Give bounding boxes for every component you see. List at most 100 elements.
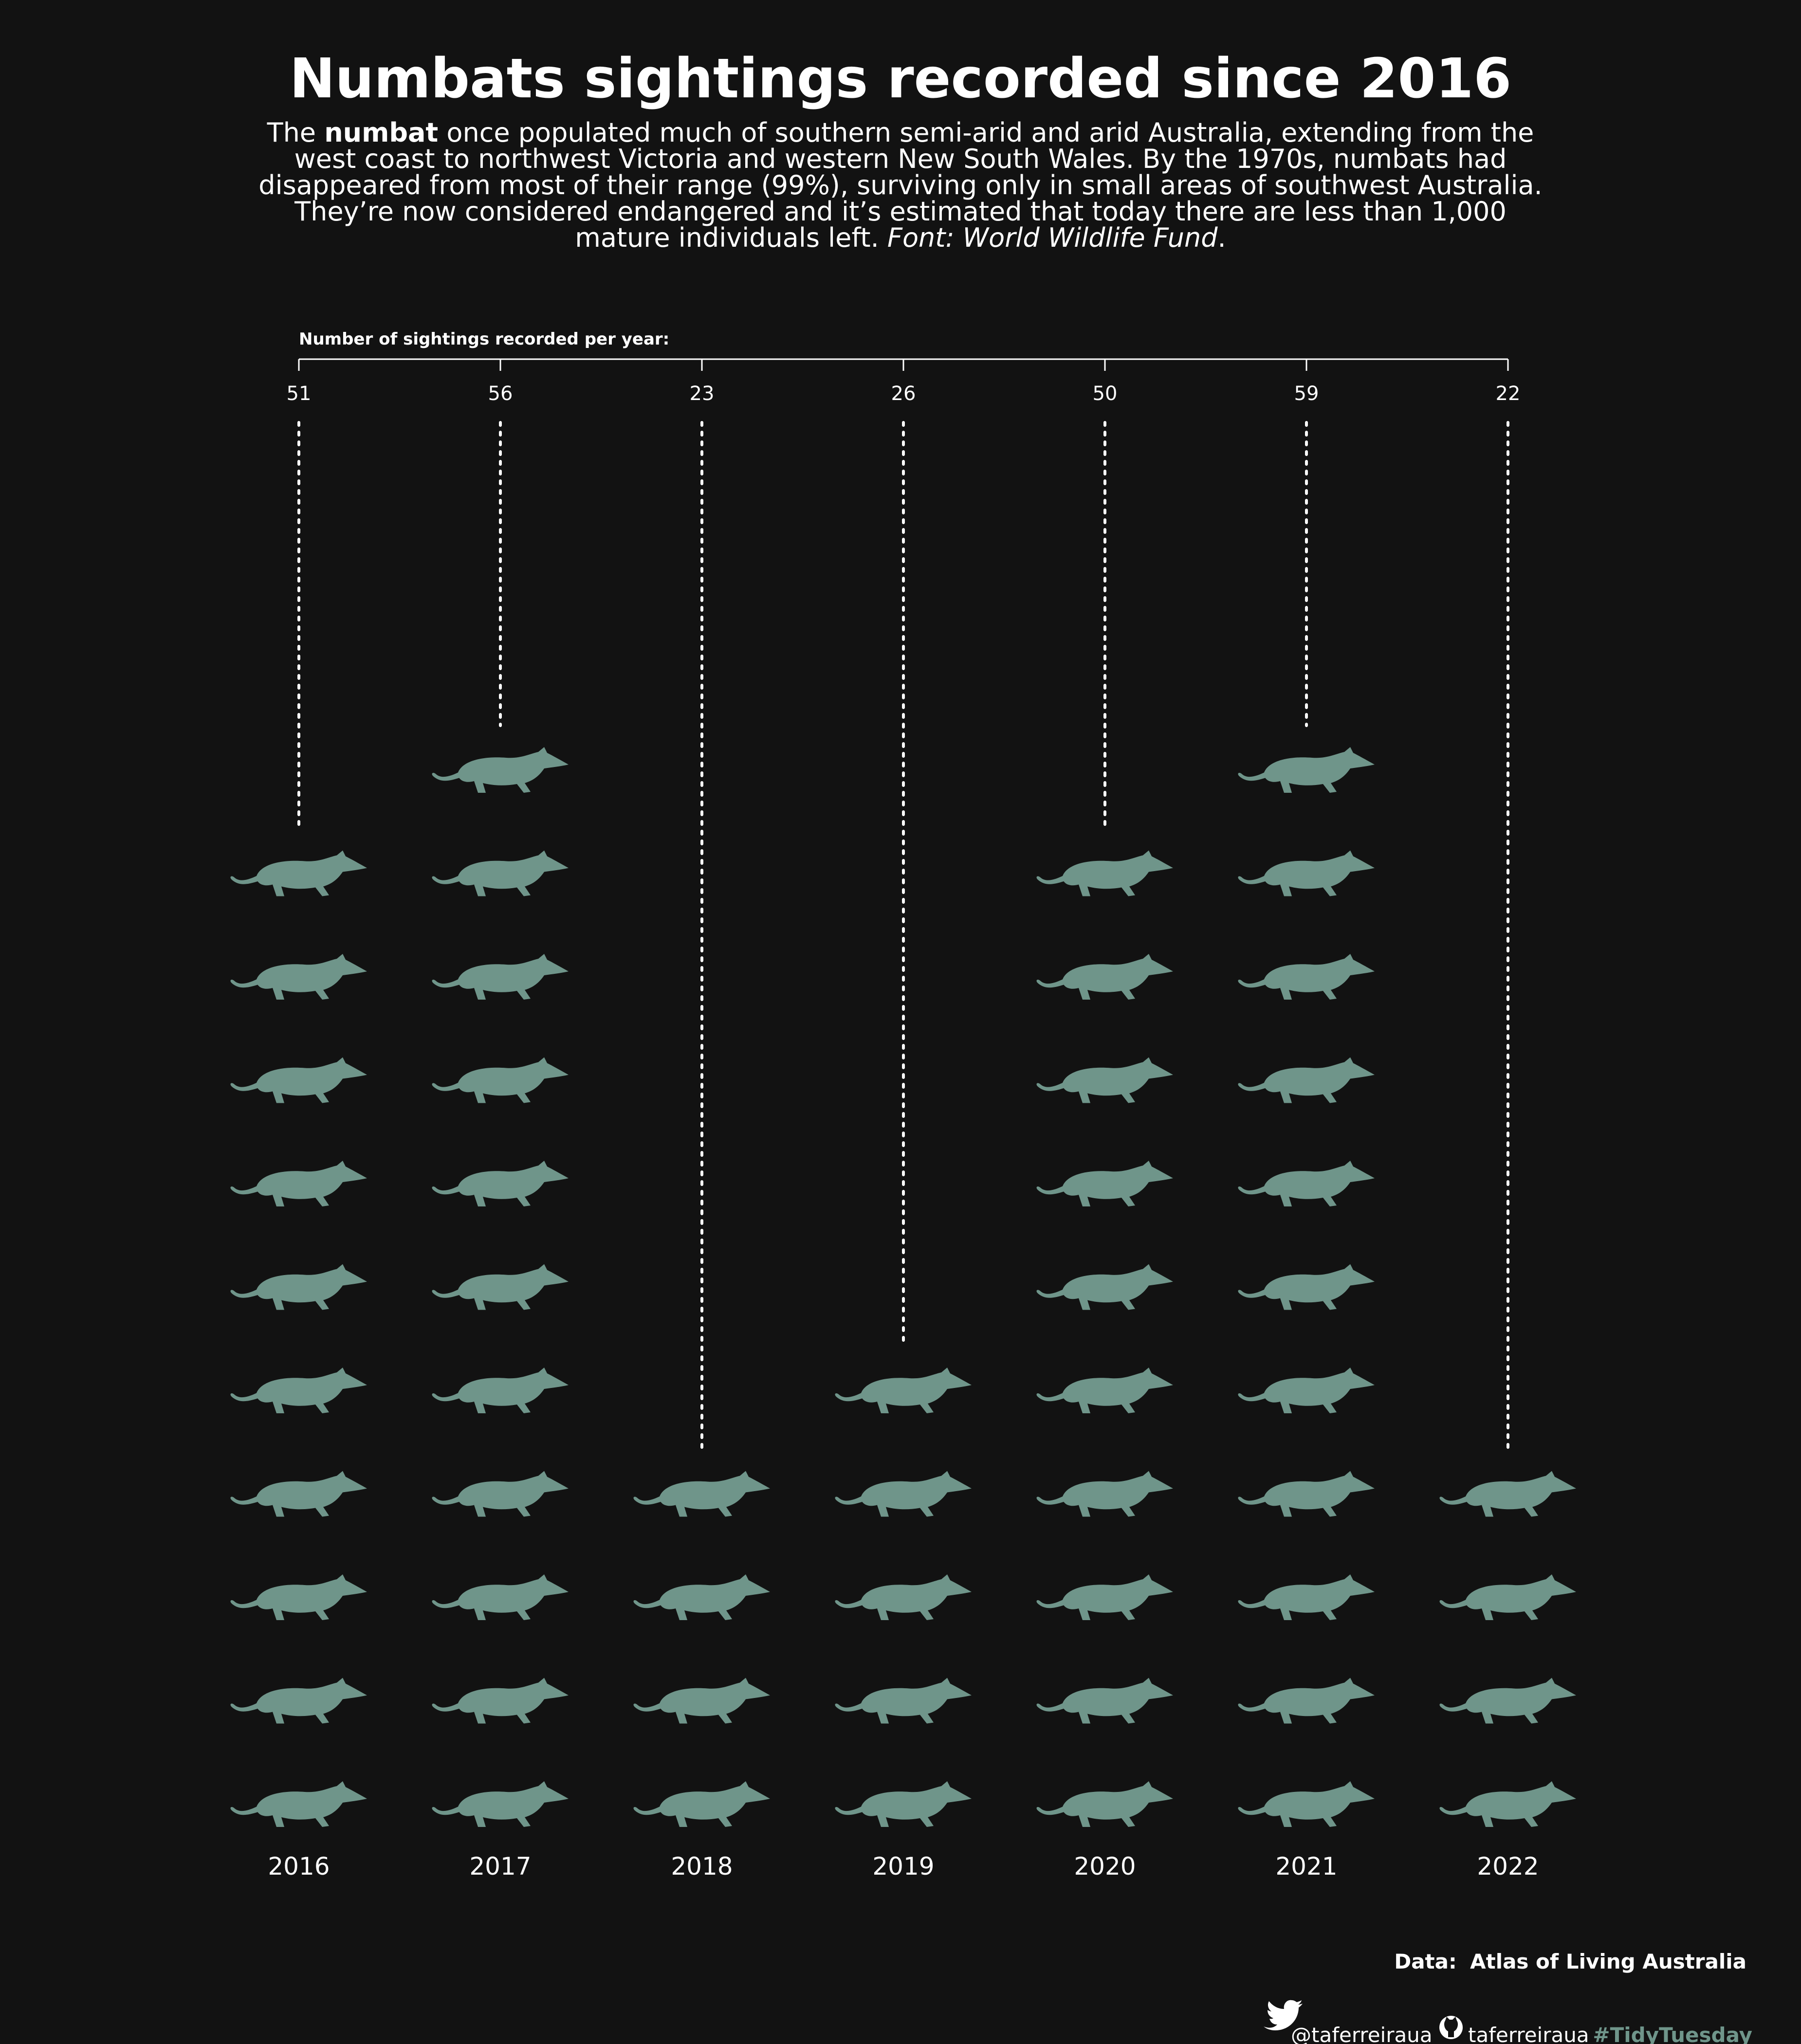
- subtitle-segment: numbat: [324, 117, 438, 148]
- numbat-icon: [835, 1781, 972, 1827]
- github-handle: taferreiraua: [1468, 2023, 1589, 2044]
- numbat-icon: [1036, 1161, 1173, 1206]
- subtitle-line: mature individuals left. Font: World Wil…: [575, 222, 1226, 253]
- subtitle-segment: They’re now considered endangered and it…: [294, 196, 1507, 227]
- subtitle-segment: The: [267, 117, 325, 148]
- pictogram-columns: 51 2016 56 2017 23 2018 26 2019 50 2020 59 2021 22 20…: [230, 359, 1576, 1880]
- numbat-icon: [230, 1264, 367, 1310]
- count-label: 50: [1093, 383, 1118, 405]
- year-label: 2021: [1275, 1852, 1337, 1880]
- numbat-icon: [1036, 1368, 1173, 1413]
- subtitle-line: west coast to northwest Victoria and wes…: [294, 144, 1507, 174]
- year-label: 2019: [872, 1852, 934, 1880]
- numbat-icon: [1036, 954, 1173, 1000]
- numbat-icon: [230, 1574, 367, 1620]
- numbat-icon: [432, 1368, 569, 1413]
- numbat-icon: [1036, 1057, 1173, 1103]
- numbat-icon: [432, 1678, 569, 1724]
- numbat-icon: [432, 1781, 569, 1827]
- subtitle-segment: mature individuals left.: [575, 222, 887, 253]
- subtitle-segment: once populated much of southern semi-ari…: [438, 117, 1534, 148]
- numbat-icon: [432, 1264, 569, 1310]
- data-label: Data:: [1394, 1950, 1456, 1973]
- numbat-icon: [230, 850, 367, 896]
- numbat-icon: [1036, 850, 1173, 896]
- numbat-icon: [1238, 1264, 1375, 1310]
- numbat-icon: [230, 1471, 367, 1517]
- numbat-icon: [1439, 1574, 1576, 1620]
- numbat-icon: [1238, 1057, 1375, 1103]
- numbat-icon: [1036, 1781, 1173, 1827]
- numbat-icon: [432, 747, 569, 793]
- count-label: 51: [287, 383, 312, 405]
- numbat-icon: [633, 1781, 770, 1827]
- numbat-icon: [230, 1678, 367, 1724]
- numbat-icon: [1439, 1471, 1576, 1517]
- year-label: 2016: [268, 1852, 330, 1880]
- numbat-icon: [835, 1368, 972, 1413]
- numbat-icon: [1036, 1471, 1173, 1517]
- year-label: 2022: [1477, 1852, 1539, 1880]
- numbat-icon: [1238, 747, 1375, 793]
- column-2018: 23 2018: [633, 359, 770, 1880]
- numbat-icon: [1036, 1574, 1173, 1620]
- numbat-icon: [1238, 1161, 1375, 1206]
- numbat-icon: [1036, 1264, 1173, 1310]
- year-label: 2020: [1074, 1852, 1136, 1880]
- twitter-icon: [1264, 2000, 1303, 2030]
- numbat-icon: [230, 954, 367, 1000]
- chart-title: Numbats sightings recorded since 2016: [290, 47, 1511, 110]
- numbat-icon: [432, 1471, 569, 1517]
- year-label: 2018: [671, 1852, 733, 1880]
- count-label: 26: [891, 383, 916, 405]
- hashtag: #TidyTuesday: [1593, 2023, 1752, 2044]
- data-source-caption: Data: Atlas of Living Australia: [1394, 1950, 1746, 1973]
- subtitle-line: The numbat once populated much of southe…: [267, 117, 1534, 148]
- column-2017: 56 2017: [432, 359, 569, 1880]
- github-icon: [1439, 2016, 1463, 2039]
- numbat-icon: [835, 1678, 972, 1724]
- numbat-icon: [432, 1574, 569, 1620]
- subtitle-line: They’re now considered endangered and it…: [294, 196, 1507, 227]
- numbat-icon: [1238, 1368, 1375, 1413]
- subtitle-segment: Font: World Wildlife Fund: [887, 222, 1218, 253]
- subtitle-segment: .: [1218, 222, 1226, 253]
- column-2021: 59 2021: [1238, 359, 1375, 1880]
- column-2020: 50 2020: [1036, 359, 1173, 1880]
- count-label: 23: [690, 383, 715, 405]
- numbat-icon: [835, 1574, 972, 1620]
- numbat-icon: [230, 1161, 367, 1206]
- numbat-icon: [1036, 1678, 1173, 1724]
- numbat-icon: [230, 1781, 367, 1827]
- numbat-icon: [1238, 1471, 1375, 1517]
- numbat-icon: [633, 1678, 770, 1724]
- twitter-handle: @taferreiraua: [1291, 2023, 1433, 2044]
- subtitle-line: disappeared from most of their range (99…: [258, 170, 1542, 201]
- subtitle-segment: disappeared from most of their range (99…: [258, 170, 1542, 201]
- numbat-icon: [1238, 1781, 1375, 1827]
- numbat-icon: [432, 1057, 569, 1103]
- numbat-icon: [1439, 1678, 1576, 1724]
- subtitle-segment: west coast to northwest Victoria and wes…: [294, 144, 1507, 174]
- count-label: 22: [1496, 383, 1521, 405]
- column-2019: 26 2019: [835, 359, 972, 1880]
- numbat-icon: [633, 1471, 770, 1517]
- count-label: 59: [1294, 383, 1319, 405]
- numbat-icon: [1238, 850, 1375, 896]
- credits: @taferreiraua taferreiraua #TidyTuesday: [1264, 2000, 1752, 2044]
- data-source: Atlas of Living Australia: [1470, 1950, 1746, 1973]
- numbat-icon: [835, 1471, 972, 1517]
- numbat-icon: [432, 850, 569, 896]
- numbat-icon: [432, 954, 569, 1000]
- axis-title: Number of sightings recorded per year:: [299, 329, 669, 349]
- numbat-icon: [230, 1057, 367, 1103]
- chart-subtitle: The numbat once populated much of southe…: [258, 117, 1542, 253]
- column-2022: 22 2022: [1439, 359, 1576, 1880]
- numbat-icon: [633, 1574, 770, 1620]
- numbat-icon: [1238, 1678, 1375, 1724]
- numbat-icon: [432, 1161, 569, 1206]
- year-label: 2017: [469, 1852, 531, 1880]
- count-label: 56: [488, 383, 513, 405]
- numbat-icon: [1238, 1574, 1375, 1620]
